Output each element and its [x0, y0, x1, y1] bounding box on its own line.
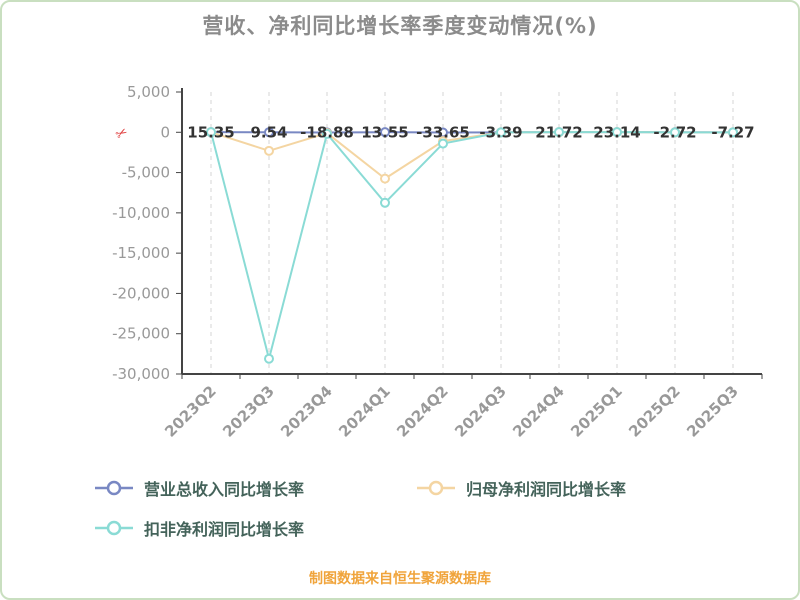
y-axis-label: -5,000: [122, 164, 170, 182]
legend-line-icon: [417, 480, 456, 496]
legend-item-3[interactable]: 扣非净利润同比增长率: [94, 516, 304, 540]
series-point: [264, 127, 274, 138]
data-label: -18.88: [300, 123, 354, 141]
legend-item-label: 归母净利润同比增长率: [466, 480, 627, 499]
series-point: [438, 138, 448, 149]
legend-row: 扣非净利润同比增长率: [94, 516, 738, 540]
series-line-3: [210, 131, 734, 360]
x-axis-label: 2023Q2: [161, 382, 220, 441]
data-label: -7.27: [711, 123, 754, 141]
legend-item-2[interactable]: 归母净利润同比增长率: [416, 476, 626, 500]
growth-line-chart: 5,000 0 -5,000 -10,000 -15,000 -20,000 -25,000…: [112, 83, 763, 441]
series-point: [380, 127, 390, 138]
series-point: [322, 128, 332, 139]
x-axis-label: 2023Q3: [219, 382, 278, 441]
data-label: -3.39: [479, 123, 522, 141]
series-point: [380, 173, 390, 184]
x-axis-label: 2025Q1: [567, 382, 626, 441]
x-axis-label: 2025Q2: [625, 382, 684, 441]
data-label: 21.72: [535, 123, 582, 141]
data-label: 13.55: [361, 123, 408, 141]
data-label: 15.35: [187, 123, 234, 141]
data-label: 9.54: [250, 123, 287, 141]
y-axis-label: -30,000: [112, 365, 170, 383]
series-point: [728, 127, 738, 138]
y-axis-label: -15,000: [112, 244, 170, 262]
series-point: [612, 127, 622, 138]
series-point: [670, 127, 680, 138]
chart-legend: 营业总收入同比增长率 归母净利润同比增长率扣非净利润同比增长率: [94, 476, 738, 556]
scissors-icon: ✂: [113, 124, 131, 144]
data-label: -2.72: [653, 123, 696, 141]
series-point: [264, 145, 274, 156]
data-label: -33.65: [416, 123, 470, 141]
chart-title: 营收、净利同比增长率季度变动情况(%): [202, 14, 598, 38]
y-axis-label: -25,000: [112, 325, 170, 343]
series-point: [380, 197, 390, 208]
series-point: [496, 127, 506, 138]
x-axis-label: 2023Q4: [277, 382, 336, 441]
x-axis-label: 2024Q4: [509, 382, 568, 441]
x-axis-label: 2024Q3: [451, 382, 510, 441]
legend-item-label: 扣非净利润同比增长率: [144, 520, 305, 539]
x-axis-label: 2024Q1: [335, 382, 394, 441]
y-axis-label: -20,000: [112, 284, 170, 302]
legend-row: 营业总收入同比增长率 归母净利润同比增长率: [94, 476, 738, 500]
x-axis-label: 2025Q3: [683, 382, 742, 441]
y-axis-label: -10,000: [112, 204, 170, 222]
legend-line-icon: [95, 480, 133, 496]
legend-line-icon: [95, 520, 133, 536]
y-axis-label: 0: [160, 123, 170, 141]
legend-item-1[interactable]: 营业总收入同比增长率: [94, 476, 304, 500]
y-axis-label: 5,000: [127, 83, 170, 101]
data-source-caption: 制图数据来自恒生聚源数据库: [309, 571, 491, 587]
series-point: [264, 353, 274, 364]
data-label: 23.14: [593, 123, 640, 141]
x-axis-label: 2024Q2: [393, 382, 452, 441]
series-point: [206, 127, 216, 138]
series-point: [554, 127, 564, 138]
legend-item-label: 营业总收入同比增长率: [144, 480, 305, 499]
